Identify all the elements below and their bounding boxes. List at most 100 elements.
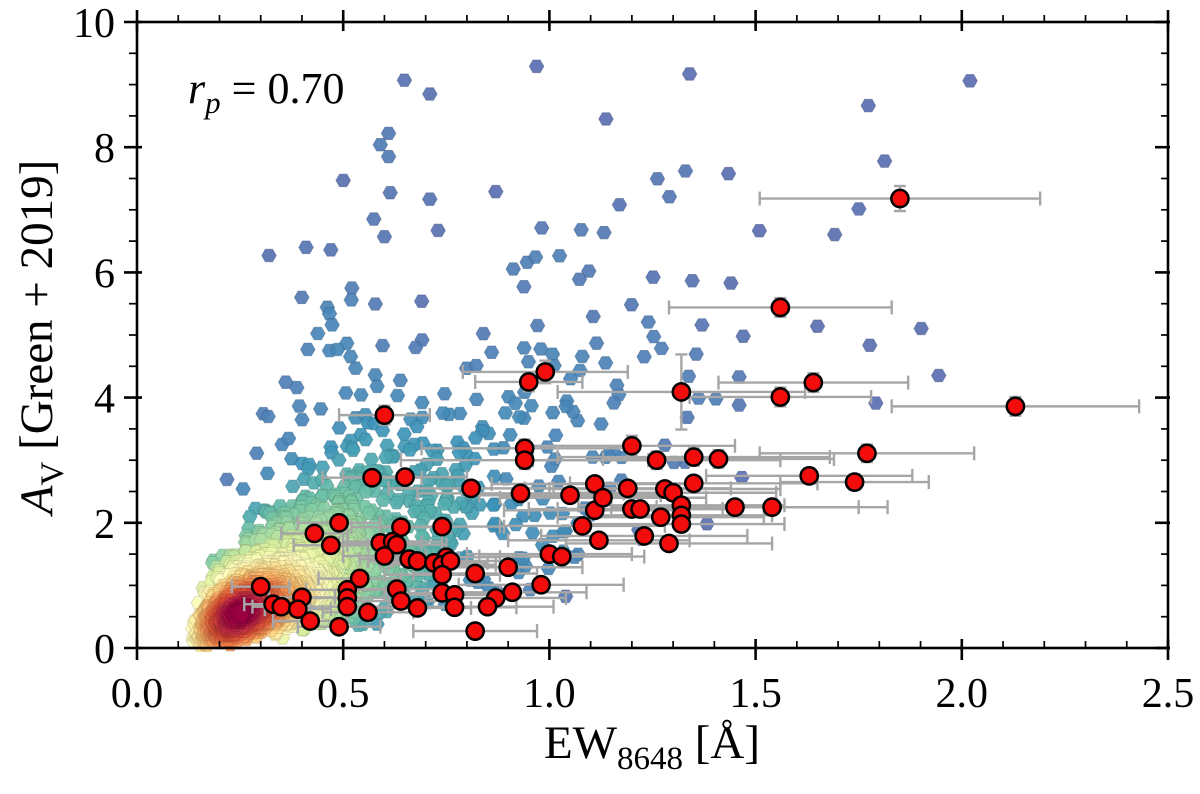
density-point [365, 212, 382, 226]
density-point [809, 319, 826, 333]
density-point [284, 479, 301, 494]
density-point [475, 326, 492, 341]
density-point [733, 470, 750, 485]
density-point [248, 446, 265, 460]
density-point [347, 361, 364, 375]
red-sample-point [671, 514, 692, 534]
density-point [523, 398, 540, 413]
density-point [331, 421, 348, 435]
red-sample-point [407, 551, 428, 571]
density-point [529, 318, 546, 333]
red-sample-point [844, 472, 865, 492]
density-point [585, 309, 602, 324]
density-point [343, 293, 360, 307]
density-point [593, 417, 609, 431]
red-sample-point [531, 574, 552, 595]
density-point [735, 329, 752, 344]
density-point [723, 276, 739, 290]
density-point [574, 349, 591, 364]
red-sample-point [650, 507, 671, 528]
red-sample-point [634, 526, 655, 546]
red-sample-point [374, 405, 395, 425]
density-point [331, 453, 347, 467]
density-point [219, 472, 235, 487]
density-point [532, 342, 549, 356]
density-point [850, 202, 867, 216]
red-sample-point [708, 449, 729, 469]
red-sample-point [395, 467, 415, 487]
x-tick-label: 2.0 [936, 671, 989, 717]
density-point [679, 410, 696, 425]
red-sample-point [551, 546, 572, 567]
red-sample-point [304, 523, 325, 544]
density-point [407, 340, 424, 355]
density-point [677, 164, 694, 178]
density-point [516, 341, 532, 355]
density-point [544, 405, 561, 420]
density-point [430, 223, 446, 238]
density-point [653, 341, 670, 356]
density-point [507, 517, 524, 532]
density-point [300, 462, 317, 476]
y-tick-label: 2 [94, 502, 115, 548]
density-point [826, 227, 843, 242]
x-tick-label: 1.0 [523, 671, 576, 717]
density-point [344, 281, 360, 295]
density-point [235, 482, 251, 496]
density-point [507, 396, 524, 411]
density-point [486, 469, 503, 484]
red-sample-point [502, 582, 523, 603]
density-point [544, 347, 561, 362]
density-point [367, 368, 384, 382]
density-point [598, 112, 614, 126]
y-axis-title: AV [Green + 2019] [11, 160, 71, 517]
density-point [396, 427, 413, 441]
density-point [468, 392, 485, 407]
density-point [597, 356, 614, 370]
red-sample-point [477, 596, 498, 617]
red-sample-point [391, 591, 411, 611]
density-point [547, 428, 564, 443]
density-point [516, 279, 532, 294]
density-point [661, 189, 678, 204]
density-point [681, 67, 698, 81]
red-sample-point [432, 516, 453, 537]
red-sample-point [374, 546, 395, 566]
density-point [533, 221, 550, 235]
x-tick-label: 1.5 [729, 671, 782, 717]
density-point [435, 406, 451, 420]
density-point [520, 354, 537, 369]
density-point [623, 297, 640, 312]
density-point [421, 192, 438, 206]
density-point [378, 450, 394, 465]
red-sample-point [1005, 396, 1026, 417]
density-point [505, 262, 522, 276]
density-point [551, 249, 568, 263]
density-point [860, 98, 877, 113]
density-point [558, 399, 574, 414]
red-sample-point [671, 382, 692, 402]
y-tick-label: 10 [73, 1, 115, 47]
density-point [376, 229, 393, 244]
density-point [280, 431, 297, 446]
red-sample-point [514, 450, 535, 471]
density-point [421, 87, 438, 101]
density-point [402, 443, 418, 457]
density-point [324, 318, 340, 332]
red-sample-point [803, 372, 824, 393]
red-sample-point [683, 473, 704, 494]
red-sample-point [358, 602, 378, 623]
density-point [876, 154, 893, 168]
density-point [375, 493, 391, 507]
density-point [337, 386, 354, 400]
density-point [392, 373, 409, 388]
red-sample-point [329, 512, 349, 533]
density-point [708, 392, 724, 406]
density-point [298, 240, 314, 255]
density-point [645, 270, 661, 284]
y-tick-label: 6 [94, 251, 115, 297]
density-point [293, 290, 310, 305]
density-point [261, 248, 277, 263]
red-sample-point [432, 564, 453, 585]
